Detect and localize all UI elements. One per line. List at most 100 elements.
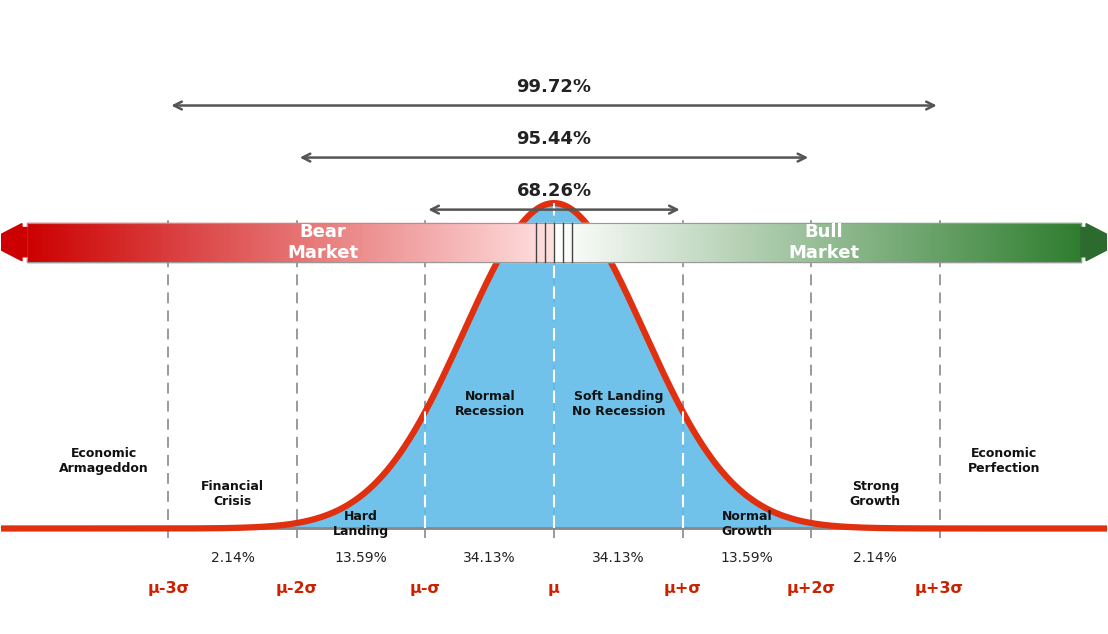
Bar	[635, 223, 637, 262]
Bar	[157, 223, 158, 262]
Bar	[324, 223, 326, 262]
Bar	[810, 223, 812, 262]
Bar	[254, 223, 256, 262]
Bar	[807, 223, 809, 262]
Bar	[1026, 223, 1028, 262]
Bar	[891, 223, 893, 262]
Bar	[137, 223, 140, 262]
Bar	[400, 223, 401, 262]
Bar	[870, 223, 872, 262]
Bar	[654, 223, 656, 262]
Bar	[536, 223, 538, 262]
Bar	[338, 223, 340, 262]
Bar	[94, 223, 95, 262]
Bar	[1023, 223, 1025, 262]
Bar	[65, 223, 68, 262]
Bar	[224, 223, 226, 262]
Text: Bull
Market: Bull Market	[788, 223, 860, 262]
Bar	[543, 223, 545, 262]
Bar	[336, 223, 338, 262]
Bar	[848, 223, 849, 262]
Bar	[167, 223, 170, 262]
Bar	[1037, 223, 1039, 262]
Bar	[179, 223, 182, 262]
Bar	[387, 223, 389, 262]
Bar	[48, 223, 50, 262]
Bar	[175, 223, 176, 262]
Bar	[57, 223, 59, 262]
Bar	[921, 223, 923, 262]
Bar	[930, 223, 932, 262]
Bar	[971, 223, 972, 262]
Text: μ+σ: μ+σ	[664, 581, 701, 595]
Bar	[695, 223, 696, 262]
Bar	[522, 223, 524, 262]
Text: 95.44%: 95.44%	[516, 130, 592, 148]
Bar	[64, 223, 65, 262]
Bar	[563, 223, 565, 262]
Bar	[1058, 223, 1060, 262]
Bar	[575, 223, 577, 262]
Bar	[552, 223, 554, 262]
Bar	[357, 223, 359, 262]
Bar	[540, 223, 542, 262]
Bar	[315, 223, 317, 262]
Bar	[322, 223, 324, 262]
Bar	[69, 223, 71, 262]
Bar	[849, 223, 851, 262]
Bar	[773, 223, 776, 262]
Bar	[314, 223, 315, 262]
Bar	[449, 223, 450, 262]
Bar	[85, 223, 86, 262]
Bar	[1039, 223, 1040, 262]
Bar	[124, 223, 125, 262]
FancyArrow shape	[1081, 224, 1108, 261]
Bar	[865, 223, 866, 262]
Bar	[373, 223, 375, 262]
Bar	[187, 223, 188, 262]
Bar	[235, 223, 236, 262]
Bar	[726, 223, 728, 262]
Bar	[1040, 223, 1043, 262]
Bar	[644, 223, 645, 262]
Bar	[394, 223, 396, 262]
Bar	[730, 223, 731, 262]
Bar	[461, 223, 463, 262]
Bar	[305, 223, 306, 262]
Bar	[861, 223, 863, 262]
Bar	[452, 223, 454, 262]
Bar	[421, 223, 422, 262]
Bar	[203, 223, 205, 262]
Bar	[638, 223, 640, 262]
Bar	[424, 223, 425, 262]
Bar	[458, 223, 459, 262]
Bar	[591, 223, 593, 262]
Bar	[146, 223, 148, 262]
Bar	[756, 223, 758, 262]
Bar	[306, 223, 308, 262]
Bar	[692, 223, 695, 262]
Bar	[721, 223, 722, 262]
Bar	[27, 223, 29, 262]
Bar	[659, 223, 661, 262]
Bar	[974, 223, 975, 262]
Bar	[742, 223, 743, 262]
Bar	[737, 223, 738, 262]
Bar	[106, 223, 107, 262]
Bar	[923, 223, 924, 262]
Text: 34.13%: 34.13%	[463, 552, 516, 566]
Bar	[73, 223, 74, 262]
Bar	[206, 223, 208, 262]
Bar	[1076, 223, 1077, 262]
Bar	[772, 223, 773, 262]
Bar	[1065, 223, 1067, 262]
Bar	[104, 223, 106, 262]
Bar	[349, 223, 350, 262]
Bar	[252, 223, 254, 262]
Bar	[213, 223, 215, 262]
Bar	[872, 223, 873, 262]
Bar	[44, 223, 47, 262]
Bar	[389, 223, 391, 262]
Bar	[794, 223, 797, 262]
Bar	[570, 223, 572, 262]
